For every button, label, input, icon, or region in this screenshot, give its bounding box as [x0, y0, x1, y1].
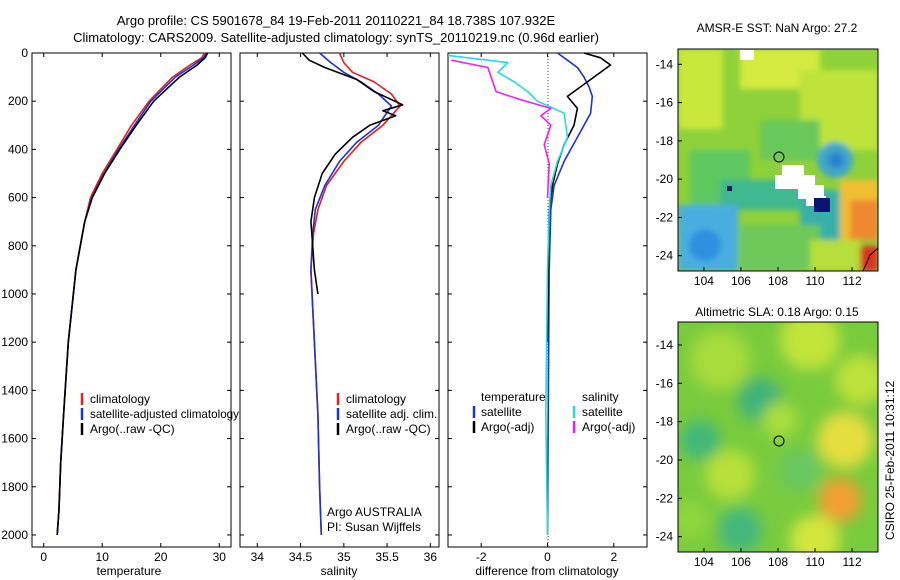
- difference-x-axis: -2 0 2: [476, 53, 617, 564]
- sst-map-title: AMSR-E SST: NaN Argo: 27.2: [697, 21, 858, 35]
- series-line-salinity-satellite: [447, 54, 569, 536]
- legend-title-salinity: salinity: [582, 390, 619, 404]
- map-y-tick-label: -18: [656, 415, 674, 429]
- legend-label-sal-satellite: satellite: [582, 405, 623, 419]
- legend-label-climatology: climatology: [90, 392, 150, 406]
- y-tick-label: 1000: [1, 287, 28, 301]
- temperature-axes-frame: [31, 52, 232, 548]
- y-tick-label: 1400: [1, 383, 28, 397]
- x-tick-label: 0: [544, 550, 551, 564]
- y-tick-label: 1600: [1, 432, 28, 446]
- series-line-temperature-satellite: [546, 52, 594, 536]
- map-x-tick-label: 108: [768, 274, 788, 288]
- difference-plot: [447, 52, 612, 536]
- legend-label-sat-adj: satellite-adjusted climatology: [90, 407, 239, 421]
- series-line-climatology: [56, 52, 206, 536]
- salinity-plot: [301, 52, 404, 536]
- difference-legend: temperature satellite Argo(-adj) salinit…: [472, 390, 635, 434]
- temperature-xlabel: temperature: [97, 564, 162, 578]
- y-tick-label: 2000: [1, 528, 28, 542]
- x-tick-label: 20: [154, 550, 168, 564]
- map-y-tick-label: -20: [656, 453, 674, 467]
- series-line-salinity-argo-adj: [451, 59, 552, 198]
- legend-label-temp-satellite: satellite: [481, 405, 522, 419]
- map-y-tick-label: -16: [656, 96, 674, 110]
- y-tick-label: 400: [8, 142, 28, 156]
- salinity-xlabel: salinity: [321, 564, 358, 578]
- legend-label-climatology: climatology: [346, 392, 406, 406]
- map-x-tick-label: 110: [805, 555, 824, 569]
- map-x-tick-label: 112: [843, 555, 862, 569]
- temperature-legend: climatology satellite-adjusted climatolo…: [80, 392, 239, 436]
- map-x-tick-label: 108: [768, 555, 788, 569]
- map-x-tick-label: 104: [694, 555, 714, 569]
- map-x-tick-label: 104: [694, 274, 714, 288]
- salinity-y-ticks: [240, 52, 439, 536]
- map-y-tick-label: -24: [656, 530, 674, 544]
- x-tick-label: 10: [96, 550, 110, 564]
- sst-map-axes: 104 106 108 110 112 -14 -16 -18 -20 -22 -24: [656, 57, 862, 288]
- y-tick-label: 600: [8, 191, 28, 205]
- map-y-tick-label: -14: [656, 57, 674, 71]
- y-tick-label: 200: [8, 94, 28, 108]
- difference-y-ticks: [448, 52, 647, 536]
- map-y-tick-label: -24: [656, 249, 674, 263]
- temperature-plot: [56, 52, 209, 536]
- x-tick-label: 35: [337, 550, 351, 564]
- salinity-x-axis: 34 34.5 35 35.5 36: [251, 53, 438, 564]
- map-y-tick-label: -14: [656, 338, 674, 352]
- legend-label-sat-adj: satellite adj. clim.: [346, 407, 437, 421]
- map-y-tick-label: -18: [656, 134, 674, 148]
- map-x-tick-label: 110: [805, 274, 824, 288]
- header-line1: Argo profile: CS 5901678_84 19-Feb-2011 …: [117, 13, 556, 28]
- salinity-legend: climatology satellite adj. clim. Argo(..…: [336, 392, 437, 436]
- sla-argo-marker: [773, 435, 785, 447]
- map-y-tick-label: -16: [656, 376, 674, 390]
- legend-label-argo: Argo(..raw -QC): [90, 422, 175, 436]
- x-tick-label: 36: [424, 550, 438, 564]
- series-line-climatology: [310, 52, 401, 536]
- x-tick-label: -2: [476, 550, 487, 564]
- map-x-tick-label: 112: [843, 274, 862, 288]
- legend-label-argo: Argo(..raw -QC): [346, 422, 431, 436]
- x-tick-label: 2: [610, 550, 617, 564]
- credit-timestamp: CSIRO 25-Feb-2011 10:31:12: [883, 380, 897, 540]
- sla-map-field: [678, 322, 878, 552]
- x-tick-label: 0: [40, 550, 47, 564]
- series-line-argo-raw-qc: [56, 52, 209, 536]
- x-tick-label: 34.5: [289, 550, 313, 564]
- y-tick-label: 1800: [1, 480, 28, 494]
- sla-map-title: Altimetric SLA: 0.18 Argo: 0.15: [695, 305, 859, 319]
- series-line-argo-raw-qc: [301, 52, 404, 295]
- legend-title-temperature: temperature: [481, 390, 546, 404]
- salinity-axes-frame: [239, 52, 440, 548]
- pi-annotation: PI: Susan Wijffels: [327, 520, 421, 534]
- argo-program-annotation: Argo AUSTRALIA: [327, 505, 422, 519]
- map-x-tick-label: 106: [731, 274, 751, 288]
- y-tick-label: 0: [21, 46, 28, 60]
- legend-label-temp-argo: Argo(-adj): [481, 420, 534, 434]
- legend-label-sal-argo: Argo(-adj): [582, 420, 635, 434]
- series-line-temperature-argo-adj: [546, 52, 612, 343]
- sla-map-axes: 104 106 108 110 112 -14 -16 -18 -20 -22 -24: [656, 338, 862, 569]
- header-line2: Climatology: CARS2009. Satellite-adjuste…: [73, 30, 599, 45]
- temperature-x-axis: 0 10 20 30: [40, 53, 226, 564]
- map-x-tick-label: 106: [731, 555, 751, 569]
- x-tick-label: 30: [213, 550, 227, 564]
- y-tick-label: 1200: [1, 335, 28, 349]
- temperature-y-axis: 0 200 400 600 800 1000 1200 1400 1600 1800 2000: [1, 46, 231, 542]
- map-y-tick-label: -22: [656, 491, 674, 505]
- x-tick-label: 34: [251, 550, 265, 564]
- sst-map-field: [678, 49, 878, 271]
- y-tick-label: 800: [8, 239, 28, 253]
- map-y-tick-label: -22: [656, 210, 674, 224]
- sst-argo-marker: [773, 151, 785, 163]
- x-tick-label: 35.5: [375, 550, 399, 564]
- difference-xlabel: difference from climatology: [475, 564, 618, 578]
- series-line-satellite-adj-clim: [310, 52, 393, 536]
- map-y-tick-label: -20: [656, 172, 674, 186]
